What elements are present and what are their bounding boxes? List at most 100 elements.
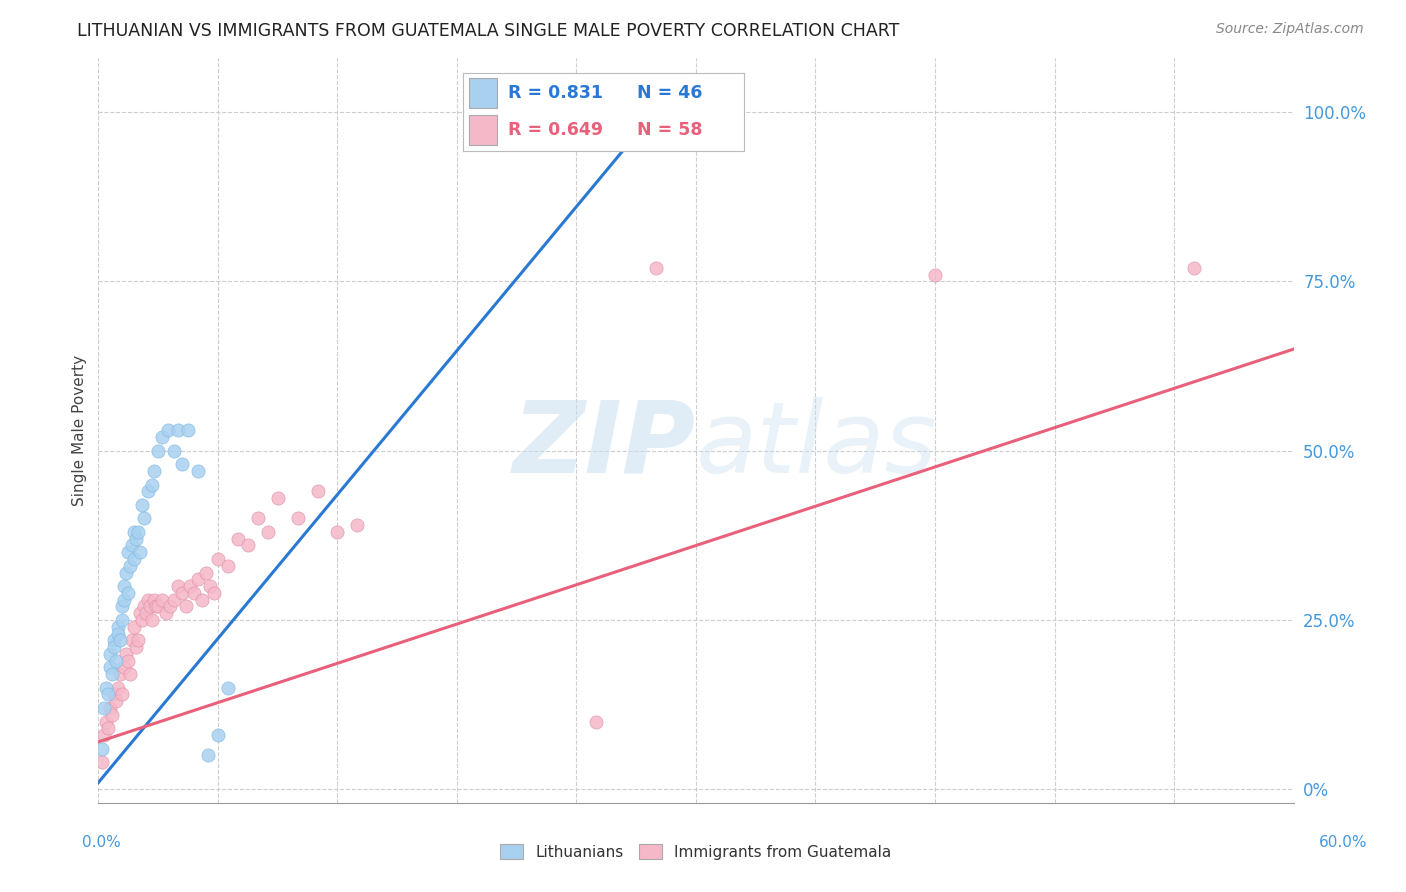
Point: [124, 620, 146, 634]
Point: [105, 654, 128, 668]
Point: [207, 552, 229, 566]
Point: [91, 755, 114, 769]
Point: [172, 457, 194, 471]
Point: [107, 626, 129, 640]
Point: [163, 443, 186, 458]
Point: [93, 701, 115, 715]
Point: [127, 524, 149, 539]
Point: [115, 566, 138, 580]
Point: [202, 586, 225, 600]
Point: [150, 430, 173, 444]
Point: [93, 728, 115, 742]
Point: [141, 477, 163, 491]
Point: [112, 660, 135, 674]
Point: [112, 579, 135, 593]
Point: [143, 592, 166, 607]
Point: [110, 667, 132, 681]
Point: [287, 511, 309, 525]
Point: [115, 647, 138, 661]
Point: [159, 599, 181, 614]
Text: 60.0%: 60.0%: [1319, 836, 1367, 850]
Point: [125, 532, 148, 546]
Point: [111, 688, 134, 702]
Point: [134, 599, 156, 614]
Point: [111, 613, 134, 627]
Point: [107, 681, 129, 695]
Point: [101, 707, 124, 722]
Point: [187, 573, 209, 587]
Point: [117, 545, 139, 559]
Point: [346, 518, 368, 533]
Text: ZIP: ZIP: [513, 397, 696, 494]
Point: [131, 613, 153, 627]
Point: [267, 491, 290, 505]
Point: [585, 714, 607, 729]
Text: atlas: atlas: [696, 397, 938, 494]
Point: [326, 524, 349, 539]
Point: [148, 599, 170, 614]
Point: [136, 484, 159, 499]
Point: [121, 633, 143, 648]
Point: [167, 579, 190, 593]
Point: [236, 539, 259, 553]
Point: [645, 260, 668, 275]
Point: [256, 524, 278, 539]
Point: [136, 592, 159, 607]
Point: [187, 464, 209, 478]
Point: [97, 721, 120, 735]
Point: [145, 599, 167, 614]
Point: [120, 667, 142, 681]
Point: [207, 728, 229, 742]
Point: [1182, 260, 1205, 275]
Point: [143, 464, 166, 478]
Point: [150, 592, 173, 607]
Point: [101, 667, 124, 681]
Point: [98, 701, 122, 715]
Point: [129, 545, 152, 559]
Legend: Lithuanians, Immigrants from Guatemala: Lithuanians, Immigrants from Guatemala: [495, 838, 897, 866]
Point: [195, 566, 218, 580]
Point: [125, 640, 148, 654]
Point: [124, 552, 146, 566]
Point: [107, 620, 129, 634]
Point: [103, 688, 125, 702]
Point: [155, 606, 177, 620]
Point: [98, 647, 122, 661]
Point: [127, 633, 149, 648]
Point: [148, 443, 170, 458]
Text: 0.0%: 0.0%: [82, 836, 121, 850]
Point: [131, 498, 153, 512]
Point: [98, 660, 122, 674]
Point: [105, 694, 128, 708]
Point: [103, 633, 125, 648]
Point: [134, 511, 156, 525]
Point: [924, 268, 946, 282]
Point: [121, 539, 143, 553]
Point: [177, 423, 200, 437]
Point: [117, 586, 139, 600]
Point: [110, 633, 132, 648]
Point: [103, 640, 125, 654]
Point: [172, 586, 194, 600]
Point: [565, 105, 588, 120]
Point: [117, 654, 139, 668]
Text: LITHUANIAN VS IMMIGRANTS FROM GUATEMALA SINGLE MALE POVERTY CORRELATION CHART: LITHUANIAN VS IMMIGRANTS FROM GUATEMALA …: [77, 22, 900, 40]
Point: [124, 524, 146, 539]
Point: [112, 592, 135, 607]
Point: [111, 599, 134, 614]
Point: [179, 579, 201, 593]
Point: [246, 511, 269, 525]
Point: [97, 688, 120, 702]
Point: [96, 681, 118, 695]
Point: [198, 579, 221, 593]
Point: [139, 599, 162, 614]
Point: [96, 714, 118, 729]
Text: Source: ZipAtlas.com: Source: ZipAtlas.com: [1216, 22, 1364, 37]
Point: [157, 423, 180, 437]
Point: [217, 558, 239, 573]
Point: [217, 681, 239, 695]
Point: [226, 532, 249, 546]
Point: [174, 599, 197, 614]
Point: [307, 484, 329, 499]
Point: [120, 558, 142, 573]
